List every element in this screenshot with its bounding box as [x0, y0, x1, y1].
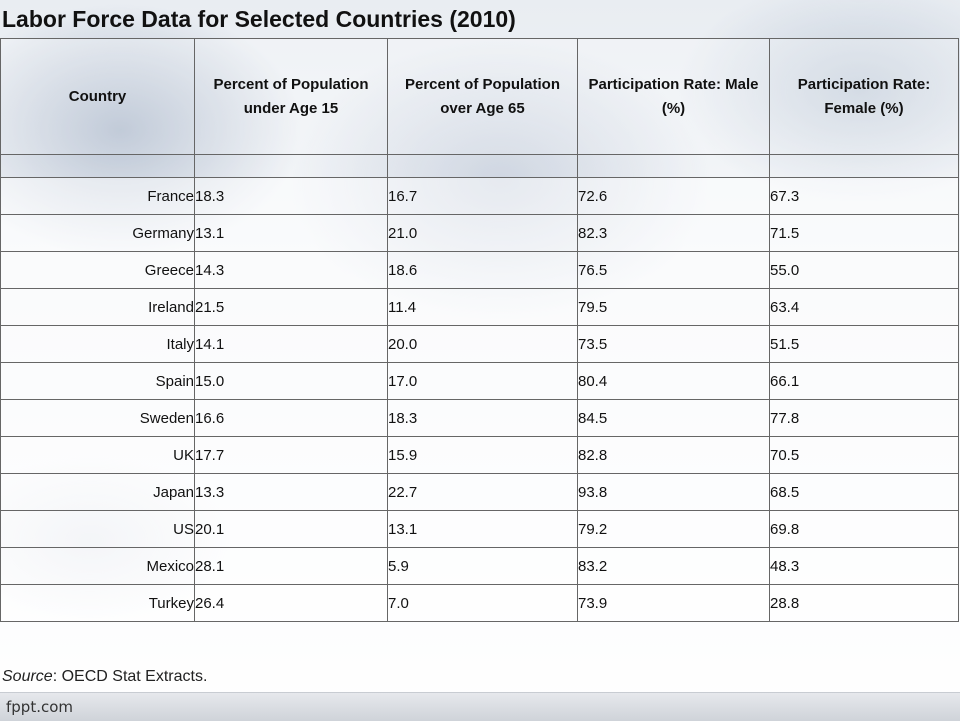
value-cell: 7.0 — [387, 584, 578, 622]
value-cell: 17.0 — [387, 362, 578, 400]
table-row: Italy 14.1 20.0 73.5 51.5 — [0, 325, 959, 363]
value-cell: 26.4 — [194, 584, 388, 622]
value-cell: 66.1 — [769, 362, 959, 400]
table-row: Ireland 21.5 11.4 79.5 63.4 — [0, 288, 959, 326]
country-cell: Mexico — [0, 547, 195, 585]
column-header: Participation Rate: Male (%) — [577, 38, 770, 155]
column-header: Percent of Population under Age 15 — [194, 38, 388, 155]
value-cell: 67.3 — [769, 177, 959, 215]
value-cell: 13.1 — [387, 510, 578, 548]
value-cell: 72.6 — [577, 177, 770, 215]
value-cell: 28.1 — [194, 547, 388, 585]
value-cell: 14.1 — [194, 325, 388, 363]
value-cell: 16.7 — [387, 177, 578, 215]
value-cell: 79.5 — [577, 288, 770, 326]
column-header: Participation Rate: Female (%) — [769, 38, 959, 155]
value-cell: 11.4 — [387, 288, 578, 326]
country-cell: Greece — [0, 251, 195, 289]
value-cell: 79.2 — [577, 510, 770, 548]
column-header: Percent of Population over Age 65 — [387, 38, 578, 155]
value-cell: 68.5 — [769, 473, 959, 511]
footer-brand: fppt.com — [6, 698, 74, 716]
country-cell: Japan — [0, 473, 195, 511]
table-row: Spain 15.0 17.0 80.4 66.1 — [0, 362, 959, 400]
table-row: France 18.3 16.7 72.6 67.3 — [0, 177, 959, 215]
value-cell: 77.8 — [769, 399, 959, 437]
value-cell: 63.4 — [769, 288, 959, 326]
value-cell: 20.1 — [194, 510, 388, 548]
value-cell: 18.3 — [194, 177, 388, 215]
country-cell: US — [0, 510, 195, 548]
table-spacer-row — [0, 154, 959, 178]
country-cell: France — [0, 177, 195, 215]
table-row: US 20.1 13.1 79.2 69.8 — [0, 510, 959, 548]
column-header: Country — [0, 38, 195, 155]
value-cell: 21.0 — [387, 214, 578, 252]
table-row: Sweden 16.6 18.3 84.5 77.8 — [0, 399, 959, 437]
table-row: Turkey 26.4 7.0 73.9 28.8 — [0, 584, 959, 622]
table-row: Mexico 28.1 5.9 83.2 48.3 — [0, 547, 959, 585]
value-cell: 73.5 — [577, 325, 770, 363]
country-cell: UK — [0, 436, 195, 474]
table-row: Japan 13.3 22.7 93.8 68.5 — [0, 473, 959, 511]
country-cell: Sweden — [0, 399, 195, 437]
value-cell: 13.3 — [194, 473, 388, 511]
page-title: Labor Force Data for Selected Countries … — [2, 6, 516, 32]
value-cell: 15.0 — [194, 362, 388, 400]
table-row: UK 17.7 15.9 82.8 70.5 — [0, 436, 959, 474]
footer-bar: fppt.com — [0, 692, 960, 721]
value-cell: 83.2 — [577, 547, 770, 585]
source-note: Source: OECD Stat Extracts. — [2, 668, 207, 686]
value-cell: 18.3 — [387, 399, 578, 437]
table-row: Greece 14.3 18.6 76.5 55.0 — [0, 251, 959, 289]
value-cell: 76.5 — [577, 251, 770, 289]
table-row: Germany 13.1 21.0 82.3 71.5 — [0, 214, 959, 252]
value-cell: 71.5 — [769, 214, 959, 252]
value-cell: 82.8 — [577, 436, 770, 474]
value-cell: 93.8 — [577, 473, 770, 511]
value-cell: 18.6 — [387, 251, 578, 289]
country-cell: Italy — [0, 325, 195, 363]
value-cell: 82.3 — [577, 214, 770, 252]
value-cell: 20.0 — [387, 325, 578, 363]
country-cell: Germany — [0, 214, 195, 252]
value-cell: 48.3 — [769, 547, 959, 585]
value-cell: 14.3 — [194, 251, 388, 289]
country-cell: Turkey — [0, 584, 195, 622]
value-cell: 69.8 — [769, 510, 959, 548]
table-header-row: Country Percent of Population under Age … — [0, 38, 959, 155]
value-cell: 84.5 — [577, 399, 770, 437]
value-cell: 51.5 — [769, 325, 959, 363]
source-text: : OECD Stat Extracts. — [52, 668, 208, 685]
value-cell: 15.9 — [387, 436, 578, 474]
value-cell: 70.5 — [769, 436, 959, 474]
country-cell: Ireland — [0, 288, 195, 326]
value-cell: 5.9 — [387, 547, 578, 585]
value-cell: 22.7 — [387, 473, 578, 511]
value-cell: 80.4 — [577, 362, 770, 400]
value-cell: 28.8 — [769, 584, 959, 622]
value-cell: 13.1 — [194, 214, 388, 252]
value-cell: 16.6 — [194, 399, 388, 437]
value-cell: 17.7 — [194, 436, 388, 474]
labor-force-table: Country Percent of Population under Age … — [0, 38, 959, 622]
country-cell: Spain — [0, 362, 195, 400]
source-label: Source — [2, 668, 53, 685]
value-cell: 73.9 — [577, 584, 770, 622]
value-cell: 55.0 — [769, 251, 959, 289]
value-cell: 21.5 — [194, 288, 388, 326]
